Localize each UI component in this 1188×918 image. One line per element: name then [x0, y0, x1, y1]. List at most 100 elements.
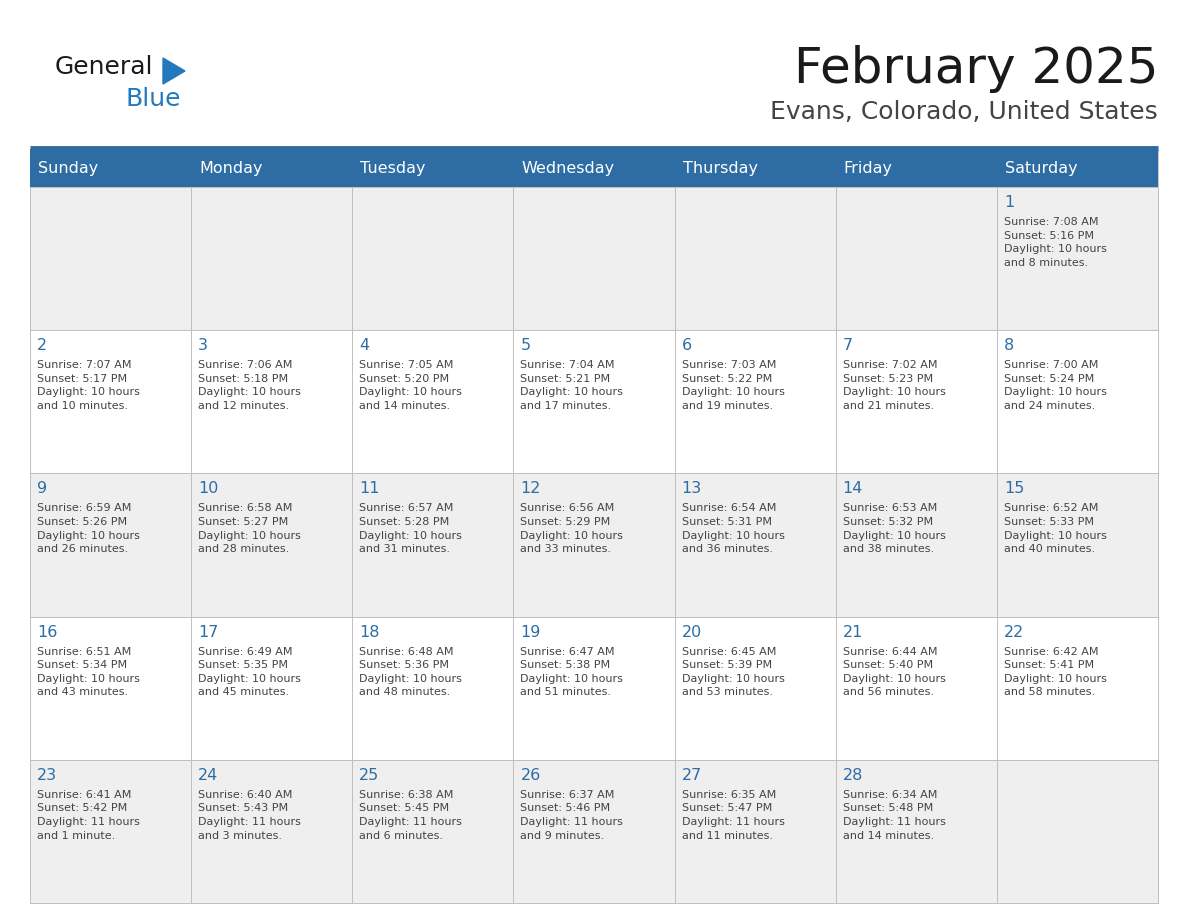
- Text: Saturday: Saturday: [1005, 161, 1078, 175]
- Bar: [353, 149, 513, 187]
- Text: Sunrise: 7:08 AM
Sunset: 5:16 PM
Daylight: 10 hours
and 8 minutes.: Sunrise: 7:08 AM Sunset: 5:16 PM Dayligh…: [1004, 217, 1107, 268]
- Text: Sunrise: 7:00 AM
Sunset: 5:24 PM
Daylight: 10 hours
and 24 minutes.: Sunrise: 7:00 AM Sunset: 5:24 PM Dayligh…: [1004, 360, 1107, 411]
- Bar: [997, 760, 1158, 903]
- Bar: [513, 187, 675, 330]
- Bar: [30, 187, 191, 330]
- Text: 12: 12: [520, 481, 541, 497]
- Text: Sunrise: 6:48 AM
Sunset: 5:36 PM
Daylight: 10 hours
and 48 minutes.: Sunrise: 6:48 AM Sunset: 5:36 PM Dayligh…: [359, 646, 462, 698]
- Bar: [191, 187, 353, 330]
- Text: 16: 16: [37, 624, 57, 640]
- Bar: [30, 330, 191, 474]
- Bar: [675, 187, 835, 330]
- Bar: [353, 330, 513, 474]
- Bar: [675, 617, 835, 760]
- Text: Sunrise: 6:35 AM
Sunset: 5:47 PM
Daylight: 11 hours
and 11 minutes.: Sunrise: 6:35 AM Sunset: 5:47 PM Dayligh…: [682, 789, 784, 841]
- Text: Sunrise: 7:05 AM
Sunset: 5:20 PM
Daylight: 10 hours
and 14 minutes.: Sunrise: 7:05 AM Sunset: 5:20 PM Dayligh…: [359, 360, 462, 411]
- Text: 1: 1: [1004, 195, 1015, 210]
- Text: Sunrise: 7:04 AM
Sunset: 5:21 PM
Daylight: 10 hours
and 17 minutes.: Sunrise: 7:04 AM Sunset: 5:21 PM Dayligh…: [520, 360, 624, 411]
- Text: 4: 4: [359, 338, 369, 353]
- Text: 24: 24: [198, 767, 219, 783]
- Bar: [191, 474, 353, 617]
- Text: Sunrise: 6:52 AM
Sunset: 5:33 PM
Daylight: 10 hours
and 40 minutes.: Sunrise: 6:52 AM Sunset: 5:33 PM Dayligh…: [1004, 503, 1107, 554]
- Text: Sunrise: 6:44 AM
Sunset: 5:40 PM
Daylight: 10 hours
and 56 minutes.: Sunrise: 6:44 AM Sunset: 5:40 PM Dayligh…: [842, 646, 946, 698]
- Text: 6: 6: [682, 338, 691, 353]
- Bar: [997, 474, 1158, 617]
- Text: 23: 23: [37, 767, 57, 783]
- Text: 5: 5: [520, 338, 531, 353]
- Text: Sunrise: 6:41 AM
Sunset: 5:42 PM
Daylight: 11 hours
and 1 minute.: Sunrise: 6:41 AM Sunset: 5:42 PM Dayligh…: [37, 789, 140, 841]
- Text: February 2025: February 2025: [794, 45, 1158, 93]
- Bar: [675, 474, 835, 617]
- Text: Blue: Blue: [125, 87, 181, 111]
- Bar: [353, 474, 513, 617]
- Bar: [997, 330, 1158, 474]
- Bar: [997, 617, 1158, 760]
- Bar: [835, 760, 997, 903]
- Text: 27: 27: [682, 767, 702, 783]
- Text: 2: 2: [37, 338, 48, 353]
- Text: 8: 8: [1004, 338, 1015, 353]
- Text: 17: 17: [198, 624, 219, 640]
- Text: Sunrise: 6:37 AM
Sunset: 5:46 PM
Daylight: 11 hours
and 9 minutes.: Sunrise: 6:37 AM Sunset: 5:46 PM Dayligh…: [520, 789, 624, 841]
- Bar: [513, 617, 675, 760]
- Bar: [191, 330, 353, 474]
- Text: Sunrise: 6:53 AM
Sunset: 5:32 PM
Daylight: 10 hours
and 38 minutes.: Sunrise: 6:53 AM Sunset: 5:32 PM Dayligh…: [842, 503, 946, 554]
- Bar: [353, 187, 513, 330]
- Bar: [513, 149, 675, 187]
- Bar: [835, 187, 997, 330]
- Bar: [353, 760, 513, 903]
- Text: 10: 10: [198, 481, 219, 497]
- Bar: [835, 330, 997, 474]
- Text: 22: 22: [1004, 624, 1024, 640]
- Text: 11: 11: [359, 481, 380, 497]
- Text: Sunrise: 6:58 AM
Sunset: 5:27 PM
Daylight: 10 hours
and 28 minutes.: Sunrise: 6:58 AM Sunset: 5:27 PM Dayligh…: [198, 503, 301, 554]
- Bar: [513, 760, 675, 903]
- Text: Sunrise: 6:49 AM
Sunset: 5:35 PM
Daylight: 10 hours
and 45 minutes.: Sunrise: 6:49 AM Sunset: 5:35 PM Dayligh…: [198, 646, 301, 698]
- Text: Sunrise: 6:34 AM
Sunset: 5:48 PM
Daylight: 11 hours
and 14 minutes.: Sunrise: 6:34 AM Sunset: 5:48 PM Dayligh…: [842, 789, 946, 841]
- Bar: [30, 474, 191, 617]
- Bar: [30, 617, 191, 760]
- Text: Monday: Monday: [200, 161, 263, 175]
- Text: 25: 25: [359, 767, 379, 783]
- Bar: [191, 149, 353, 187]
- Text: Sunday: Sunday: [38, 161, 99, 175]
- Text: 26: 26: [520, 767, 541, 783]
- Bar: [835, 149, 997, 187]
- Bar: [30, 149, 191, 187]
- Text: Sunrise: 7:03 AM
Sunset: 5:22 PM
Daylight: 10 hours
and 19 minutes.: Sunrise: 7:03 AM Sunset: 5:22 PM Dayligh…: [682, 360, 784, 411]
- Bar: [191, 617, 353, 760]
- Text: 20: 20: [682, 624, 702, 640]
- Bar: [191, 760, 353, 903]
- Text: Sunrise: 6:47 AM
Sunset: 5:38 PM
Daylight: 10 hours
and 51 minutes.: Sunrise: 6:47 AM Sunset: 5:38 PM Dayligh…: [520, 646, 624, 698]
- Bar: [835, 474, 997, 617]
- Bar: [30, 760, 191, 903]
- Text: Sunrise: 7:06 AM
Sunset: 5:18 PM
Daylight: 10 hours
and 12 minutes.: Sunrise: 7:06 AM Sunset: 5:18 PM Dayligh…: [198, 360, 301, 411]
- Text: Friday: Friday: [843, 161, 892, 175]
- Text: Sunrise: 6:51 AM
Sunset: 5:34 PM
Daylight: 10 hours
and 43 minutes.: Sunrise: 6:51 AM Sunset: 5:34 PM Dayligh…: [37, 646, 140, 698]
- Text: General: General: [55, 55, 153, 79]
- Text: 15: 15: [1004, 481, 1024, 497]
- Text: Sunrise: 6:40 AM
Sunset: 5:43 PM
Daylight: 11 hours
and 3 minutes.: Sunrise: 6:40 AM Sunset: 5:43 PM Dayligh…: [198, 789, 301, 841]
- Bar: [675, 760, 835, 903]
- Text: Sunrise: 6:57 AM
Sunset: 5:28 PM
Daylight: 10 hours
and 31 minutes.: Sunrise: 6:57 AM Sunset: 5:28 PM Dayligh…: [359, 503, 462, 554]
- Bar: [353, 617, 513, 760]
- Polygon shape: [163, 58, 185, 84]
- Bar: [513, 474, 675, 617]
- Text: 14: 14: [842, 481, 864, 497]
- Bar: [997, 187, 1158, 330]
- Text: Thursday: Thursday: [683, 161, 758, 175]
- Text: Sunrise: 6:42 AM
Sunset: 5:41 PM
Daylight: 10 hours
and 58 minutes.: Sunrise: 6:42 AM Sunset: 5:41 PM Dayligh…: [1004, 646, 1107, 698]
- Text: Sunrise: 6:59 AM
Sunset: 5:26 PM
Daylight: 10 hours
and 26 minutes.: Sunrise: 6:59 AM Sunset: 5:26 PM Dayligh…: [37, 503, 140, 554]
- Text: Sunrise: 6:54 AM
Sunset: 5:31 PM
Daylight: 10 hours
and 36 minutes.: Sunrise: 6:54 AM Sunset: 5:31 PM Dayligh…: [682, 503, 784, 554]
- Text: 3: 3: [198, 338, 208, 353]
- Text: 13: 13: [682, 481, 702, 497]
- Bar: [675, 330, 835, 474]
- Text: Sunrise: 7:02 AM
Sunset: 5:23 PM
Daylight: 10 hours
and 21 minutes.: Sunrise: 7:02 AM Sunset: 5:23 PM Dayligh…: [842, 360, 946, 411]
- Text: 9: 9: [37, 481, 48, 497]
- Text: Sunrise: 6:56 AM
Sunset: 5:29 PM
Daylight: 10 hours
and 33 minutes.: Sunrise: 6:56 AM Sunset: 5:29 PM Dayligh…: [520, 503, 624, 554]
- Text: Wednesday: Wednesday: [522, 161, 614, 175]
- Text: 28: 28: [842, 767, 864, 783]
- Bar: [997, 149, 1158, 187]
- Text: Tuesday: Tuesday: [360, 161, 425, 175]
- Text: 18: 18: [359, 624, 380, 640]
